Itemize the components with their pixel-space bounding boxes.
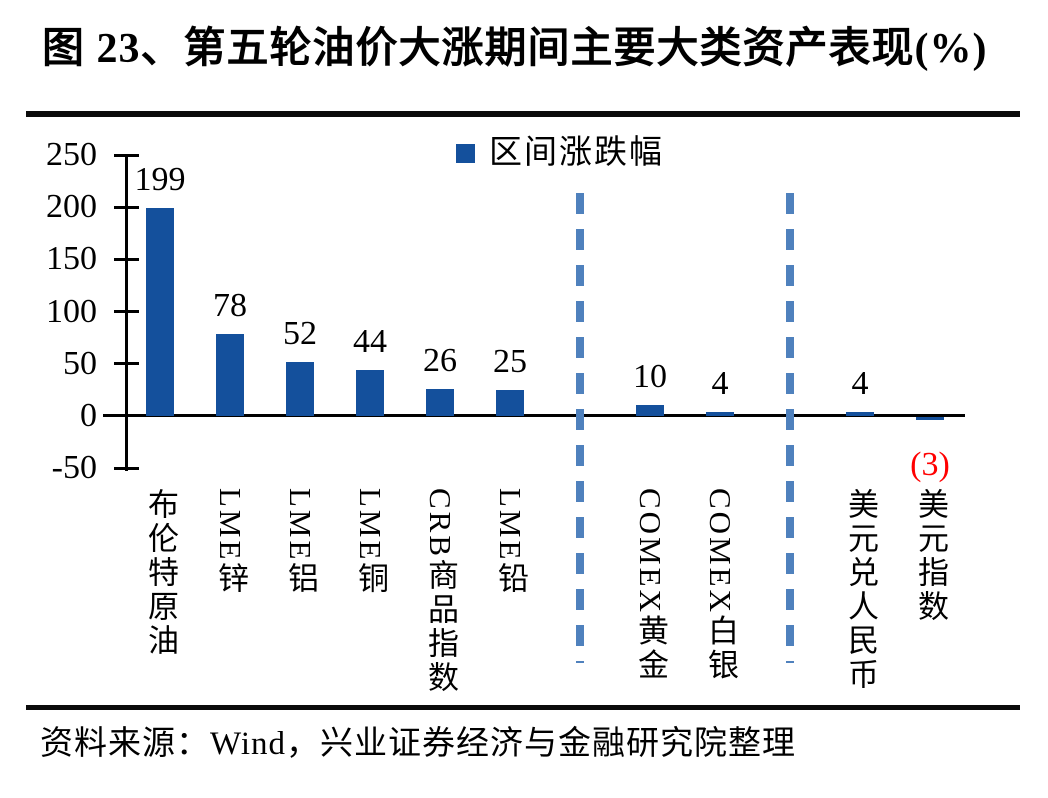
bar — [706, 411, 734, 416]
legend-swatch-icon — [456, 144, 475, 163]
y-axis-tick — [114, 205, 139, 209]
bar-value-label: 25 — [493, 342, 527, 380]
x-category-label: 美元兑人民币 — [843, 488, 878, 692]
x-axis-line — [103, 414, 965, 418]
x-category-label: CRB商品指数 — [423, 488, 458, 696]
bar-value-label: 4 — [711, 364, 729, 402]
x-category-label: LME铅 — [493, 488, 528, 597]
x-category-label: LME铜 — [353, 488, 388, 597]
y-axis-tick — [114, 257, 139, 261]
y-axis-tick-label: 50 — [63, 344, 97, 382]
bar — [356, 369, 384, 416]
y-axis-tick-label: 100 — [46, 292, 97, 330]
bar — [496, 389, 524, 416]
bar — [426, 388, 454, 416]
bar — [146, 208, 174, 416]
y-axis-tick-label: -50 — [51, 449, 97, 486]
bar — [846, 411, 874, 416]
y-axis-tick-label: 150 — [46, 240, 97, 278]
bar-value-label: 78 — [213, 287, 247, 325]
x-category-label: 美元指数 — [913, 488, 948, 624]
source-note: 资料来源：Wind，兴业证券经济与金融研究院整理 — [40, 726, 796, 762]
bar — [286, 361, 314, 416]
y-axis-tick-label: 0 — [80, 396, 97, 434]
y-axis-tick — [114, 414, 139, 418]
header-rule — [26, 111, 1020, 117]
x-category-label: 布伦特原油 — [143, 488, 178, 658]
chart-legend: 区间涨跌幅 — [456, 137, 664, 170]
bar-value-label: 10 — [633, 358, 667, 396]
bar — [636, 405, 664, 416]
x-category-label: COMEX黄金 — [633, 488, 668, 683]
y-axis-line — [125, 155, 128, 471]
y-axis-tick-label: 200 — [46, 188, 97, 226]
footer-rule — [26, 705, 1020, 710]
bar-value-label: 26 — [423, 341, 457, 379]
y-axis-tick-label: 250 — [46, 136, 97, 173]
bar-value-label: 4 — [851, 364, 869, 402]
group-separator-dashed-line — [786, 193, 794, 663]
bar-value-label: 44 — [353, 322, 387, 360]
bar-value-label: (3) — [910, 445, 950, 483]
y-axis-tick — [114, 310, 139, 313]
legend-label: 区间涨跌幅 — [489, 135, 664, 171]
bar — [916, 417, 944, 421]
bar-value-label: 199 — [134, 161, 186, 199]
x-category-label: COMEX白银 — [703, 488, 738, 683]
x-category-label: LME锌 — [213, 488, 248, 597]
bar-chart-plot-area: 区间涨跌幅 250 200 150 100 50 0 -50 199 布伦特原油 78 LME锌 52… — [0, 118, 1048, 705]
y-axis-tick — [114, 153, 139, 157]
group-separator-dashed-line — [576, 193, 584, 663]
y-axis-tick — [114, 362, 139, 366]
y-axis-tick — [114, 466, 139, 470]
x-category-label: LME铝 — [283, 488, 318, 597]
bar — [216, 334, 244, 416]
bar-value-label: 52 — [283, 314, 317, 352]
figure-title: 图 23、第五轮油价大涨期间主要大类资产表现(%) — [42, 26, 988, 72]
